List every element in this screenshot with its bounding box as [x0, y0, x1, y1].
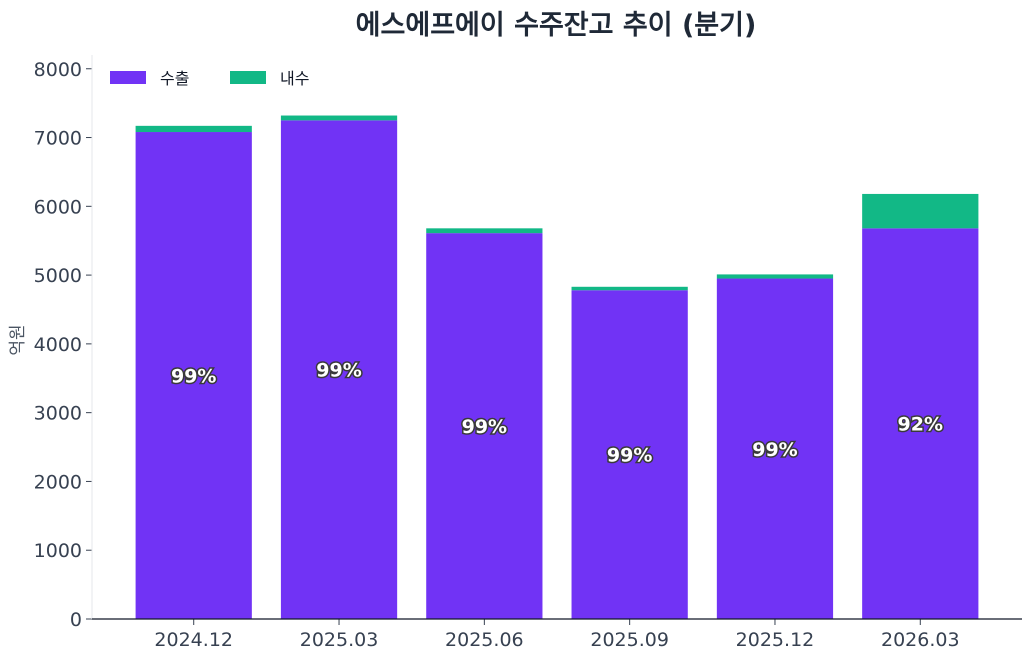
y-tick-label: 3000 [34, 403, 82, 425]
bar-domestic [716, 274, 834, 279]
x-axis: 2024.12 2025.03 2025.06 2025.09 2025.12 2026.… [154, 619, 960, 651]
chart-title: 에스에프에이 수주잔고 추이 (분기) [356, 10, 757, 41]
bar-export [716, 278, 834, 619]
bar-export [862, 228, 979, 619]
y-tick-label: 7000 [34, 128, 82, 150]
y-tick-label: 8000 [34, 59, 82, 81]
y-tick-label: 0 [70, 609, 82, 631]
y-tick-label: 4000 [34, 334, 82, 356]
data-label: 92% [898, 414, 943, 436]
y-tick-label: 6000 [34, 196, 82, 218]
legend-label-export: 수출 [160, 69, 189, 88]
y-tick-label: 5000 [34, 265, 82, 287]
bar-export [280, 120, 398, 619]
bar-export [426, 233, 543, 619]
data-label: 99% [752, 439, 797, 461]
bars: 99% 99% 99% 99% 99% 92% [135, 115, 979, 619]
bar-domestic [426, 228, 543, 234]
x-tick-label: 2025.09 [590, 629, 669, 651]
data-label: 99% [607, 445, 652, 467]
legend-label-domestic: 내수 [280, 69, 309, 88]
x-tick-label: 2024.12 [154, 629, 233, 651]
legend: 수출 내수 [110, 69, 309, 88]
bar-export [571, 290, 688, 619]
y-tick-label: 2000 [34, 471, 82, 493]
bar-export [135, 132, 252, 619]
x-tick-label: 2025.06 [445, 629, 524, 651]
y-axis: 0 1000 2000 3000 4000 5000 6000 7000 8000 [34, 59, 92, 631]
y-tick-label: 1000 [34, 540, 82, 562]
bar-domestic [571, 286, 688, 291]
x-tick-label: 2025.12 [736, 629, 815, 651]
x-tick-label: 2025.03 [300, 629, 379, 651]
bar-domestic [135, 125, 252, 133]
data-label: 99% [316, 360, 361, 382]
legend-swatch-domestic [230, 71, 266, 84]
data-label: 99% [171, 366, 216, 388]
x-tick-label: 2026.03 [881, 629, 960, 651]
y-axis-label: 억원 [8, 324, 28, 355]
bar-domestic [280, 115, 398, 121]
bar-domestic [862, 193, 979, 229]
legend-swatch-export [110, 71, 146, 84]
data-label: 99% [462, 416, 507, 438]
